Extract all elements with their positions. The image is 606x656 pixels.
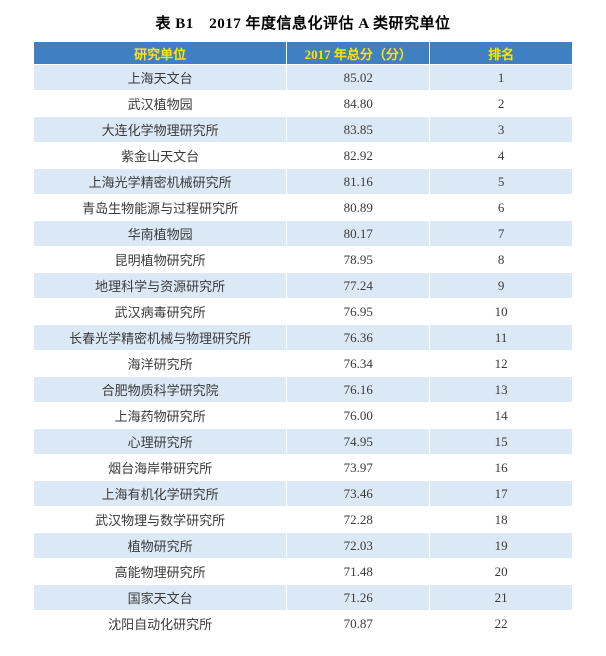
- table-row: 烟台海岸带研究所 73.97 16: [32, 454, 573, 481]
- unit-cell: 华南植物园: [32, 220, 288, 247]
- unit-cell: 沈阳自动化研究所: [32, 610, 288, 637]
- score-cell: 76.16: [286, 376, 431, 403]
- evaluation-table: 研究单位 2017 年总分（分） 排名 上海天文台 85.02 1 武汉植物园 …: [32, 41, 573, 637]
- rank-cell: 18: [429, 506, 573, 533]
- score-cell: 81.16: [286, 168, 431, 195]
- table-row: 国家天文台 71.26 21: [32, 584, 573, 611]
- table-row: 上海光学精密机械研究所 81.16 5: [32, 168, 573, 195]
- rank-cell: 5: [429, 168, 573, 195]
- unit-cell: 合肥物质科学研究院: [32, 376, 288, 403]
- unit-cell: 心理研究所: [32, 428, 288, 455]
- table-row: 合肥物质科学研究院 76.16 13: [32, 376, 573, 403]
- rank-cell: 21: [429, 584, 573, 611]
- table-row: 地理科学与资源研究所 77.24 9: [32, 272, 573, 299]
- table-row: 上海药物研究所 76.00 14: [32, 402, 573, 429]
- score-cell: 84.80: [286, 90, 431, 117]
- score-cell: 77.24: [286, 272, 431, 299]
- table-row: 沈阳自动化研究所 70.87 22: [32, 610, 573, 637]
- table-row: 青岛生物能源与过程研究所 80.89 6: [32, 194, 573, 221]
- table-row: 海洋研究所 76.34 12: [32, 350, 573, 377]
- score-cell: 73.46: [286, 480, 431, 507]
- table-row: 武汉病毒研究所 76.95 10: [32, 298, 573, 325]
- table-row: 紫金山天文台 82.92 4: [32, 142, 573, 169]
- unit-cell: 地理科学与资源研究所: [32, 272, 288, 299]
- rank-cell: 15: [429, 428, 573, 455]
- column-header-score: 2017 年总分（分）: [286, 41, 431, 65]
- score-cell: 80.17: [286, 220, 431, 247]
- unit-cell: 上海有机化学研究所: [32, 480, 288, 507]
- unit-cell: 植物研究所: [32, 532, 288, 559]
- unit-cell: 烟台海岸带研究所: [32, 454, 288, 481]
- score-cell: 71.26: [286, 584, 431, 611]
- score-cell: 71.48: [286, 558, 431, 585]
- rank-cell: 11: [429, 324, 573, 351]
- unit-cell: 海洋研究所: [32, 350, 288, 377]
- rank-cell: 14: [429, 402, 573, 429]
- table-row: 长春光学精密机械与物理研究所 76.36 11: [32, 324, 573, 351]
- table-row: 华南植物园 80.17 7: [32, 220, 573, 247]
- table-row: 上海天文台 85.02 1: [32, 64, 573, 91]
- rank-cell: 3: [429, 116, 573, 143]
- unit-cell: 紫金山天文台: [32, 142, 288, 169]
- score-cell: 76.34: [286, 350, 431, 377]
- score-cell: 72.28: [286, 506, 431, 533]
- rank-cell: 19: [429, 532, 573, 559]
- rank-cell: 2: [429, 90, 573, 117]
- score-cell: 76.36: [286, 324, 431, 351]
- unit-cell: 国家天文台: [32, 584, 288, 611]
- rank-cell: 6: [429, 194, 573, 221]
- rank-cell: 13: [429, 376, 573, 403]
- rank-cell: 4: [429, 142, 573, 169]
- table-row: 昆明植物研究所 78.95 8: [32, 246, 573, 273]
- rank-cell: 1: [429, 64, 573, 91]
- table-row: 武汉植物园 84.80 2: [32, 90, 573, 117]
- score-cell: 78.95: [286, 246, 431, 273]
- unit-cell: 大连化学物理研究所: [32, 116, 288, 143]
- score-cell: 80.89: [286, 194, 431, 221]
- score-cell: 70.87: [286, 610, 431, 637]
- rank-cell: 22: [429, 610, 573, 637]
- score-cell: 82.92: [286, 142, 431, 169]
- rank-cell: 12: [429, 350, 573, 377]
- unit-cell: 上海天文台: [32, 64, 288, 91]
- unit-cell: 武汉物理与数学研究所: [32, 506, 288, 533]
- unit-cell: 上海光学精密机械研究所: [32, 168, 288, 195]
- column-header-unit: 研究单位: [32, 41, 288, 65]
- rank-cell: 7: [429, 220, 573, 247]
- score-cell: 76.00: [286, 402, 431, 429]
- unit-cell: 长春光学精密机械与物理研究所: [32, 324, 288, 351]
- unit-cell: 青岛生物能源与过程研究所: [32, 194, 288, 221]
- unit-cell: 武汉植物园: [32, 90, 288, 117]
- header-row: 研究单位 2017 年总分（分） 排名: [32, 41, 573, 65]
- score-cell: 73.97: [286, 454, 431, 481]
- table-row: 植物研究所 72.03 19: [32, 532, 573, 559]
- document-page: 表 B1 2017 年度信息化评估 A 类研究单位 研究单位 2017 年总分（…: [32, 16, 573, 637]
- table-row: 心理研究所 74.95 15: [32, 428, 573, 455]
- unit-cell: 昆明植物研究所: [32, 246, 288, 273]
- rank-cell: 16: [429, 454, 573, 481]
- rank-cell: 9: [429, 272, 573, 299]
- unit-cell: 高能物理研究所: [32, 558, 288, 585]
- score-cell: 83.85: [286, 116, 431, 143]
- score-cell: 72.03: [286, 532, 431, 559]
- column-header-rank: 排名: [429, 41, 573, 65]
- table-body: 上海天文台 85.02 1 武汉植物园 84.80 2 大连化学物理研究所 83…: [32, 64, 573, 637]
- score-cell: 85.02: [286, 64, 431, 91]
- score-cell: 74.95: [286, 428, 431, 455]
- rank-cell: 17: [429, 480, 573, 507]
- table-title: 表 B1 2017 年度信息化评估 A 类研究单位: [155, 16, 451, 32]
- score-cell: 76.95: [286, 298, 431, 325]
- table-row: 高能物理研究所 71.48 20: [32, 558, 573, 585]
- table-row: 大连化学物理研究所 83.85 3: [32, 116, 573, 143]
- rank-cell: 20: [429, 558, 573, 585]
- unit-cell: 武汉病毒研究所: [32, 298, 288, 325]
- unit-cell: 上海药物研究所: [32, 402, 288, 429]
- rank-cell: 10: [429, 298, 573, 325]
- table-row: 武汉物理与数学研究所 72.28 18: [32, 506, 573, 533]
- table-row: 上海有机化学研究所 73.46 17: [32, 480, 573, 507]
- rank-cell: 8: [429, 246, 573, 273]
